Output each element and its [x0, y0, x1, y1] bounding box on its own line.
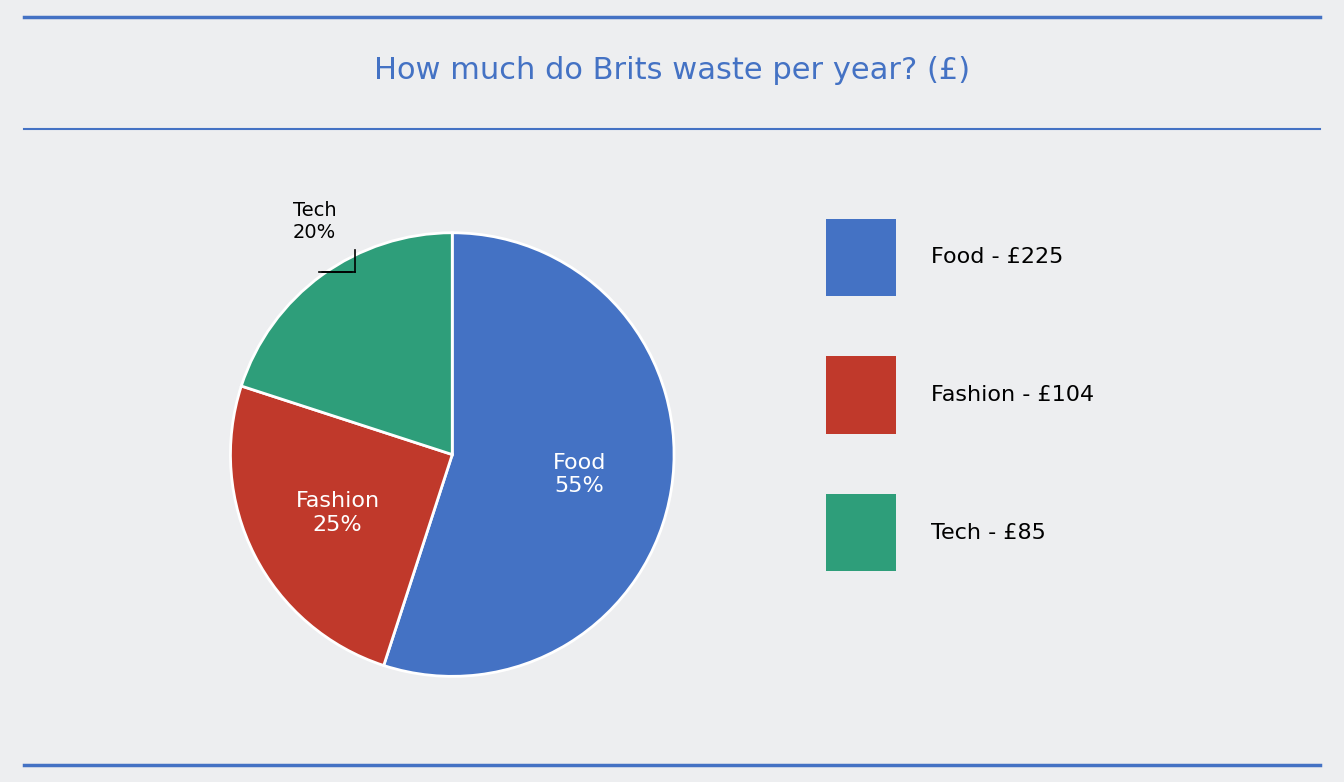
Wedge shape	[242, 233, 453, 454]
Wedge shape	[230, 386, 453, 665]
FancyBboxPatch shape	[827, 494, 896, 571]
FancyBboxPatch shape	[827, 219, 896, 296]
Text: Tech - £85: Tech - £85	[930, 522, 1046, 543]
Wedge shape	[384, 233, 675, 676]
Text: Food - £225: Food - £225	[930, 247, 1063, 267]
Text: How much do Brits waste per year? (£): How much do Brits waste per year? (£)	[374, 56, 970, 85]
Text: Fashion
25%: Fashion 25%	[296, 491, 380, 535]
Text: Fashion - £104: Fashion - £104	[930, 385, 1094, 405]
FancyBboxPatch shape	[827, 357, 896, 433]
Text: Tech
20%: Tech 20%	[293, 201, 336, 242]
Text: Food
55%: Food 55%	[552, 453, 606, 497]
